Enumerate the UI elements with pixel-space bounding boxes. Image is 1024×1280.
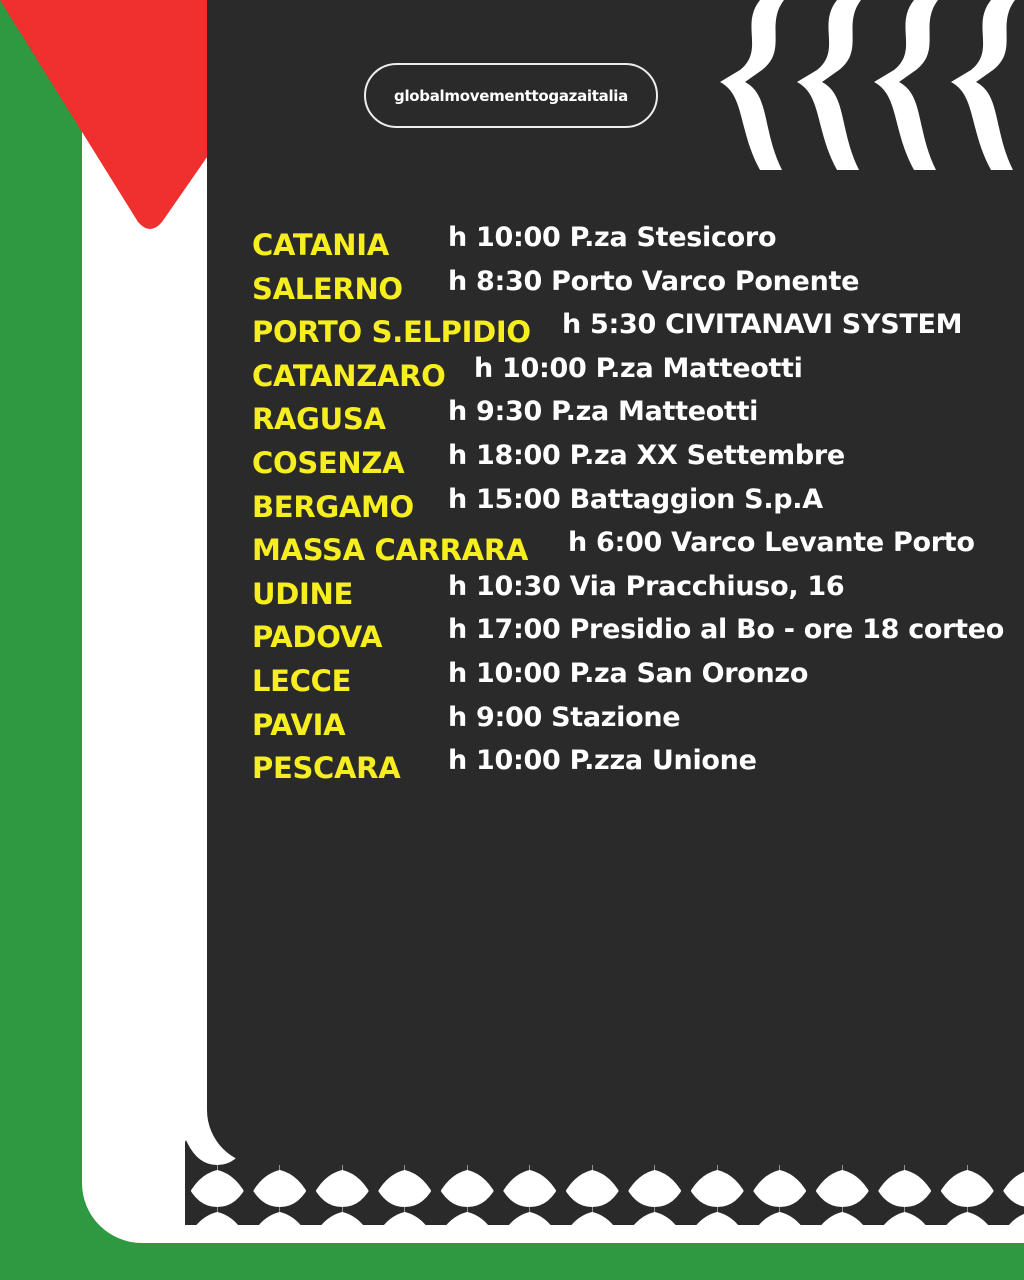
pattern-motif bbox=[967, 1182, 1024, 1225]
event-city: PAVIA bbox=[252, 707, 346, 742]
pattern-motif bbox=[405, 1140, 467, 1200]
wave-stripe bbox=[797, 0, 861, 170]
event-detail: h 8:30 Porto Varco Ponente bbox=[448, 265, 860, 297]
pattern-motif bbox=[530, 1182, 592, 1225]
event-detail: h 10:00 P.zza Unione bbox=[448, 745, 757, 777]
pattern-motif bbox=[655, 1182, 717, 1225]
pattern-motif bbox=[717, 1140, 780, 1200]
event-city: BERGAMO bbox=[252, 489, 414, 524]
event-city: CATANZARO bbox=[252, 358, 446, 393]
event-city: PORTO S.ELPIDIO bbox=[252, 315, 531, 350]
event-detail: h 10:00 P.za Matteotti bbox=[474, 352, 803, 384]
event-detail: h 18:00 P.za XX Settembre bbox=[448, 439, 845, 471]
wave-stripe bbox=[874, 0, 938, 170]
pattern-motif bbox=[467, 1182, 530, 1225]
event-city: MASSA CARRARA bbox=[252, 533, 529, 568]
pattern-motif bbox=[592, 1182, 655, 1225]
pattern-motif bbox=[342, 1140, 405, 1200]
event-city: PADOVA bbox=[252, 620, 383, 655]
event-detail: h 10:00 P.za Stesicoro bbox=[448, 222, 777, 253]
event-detail: h 6:00 Varco Levante Porto bbox=[568, 527, 975, 559]
pattern-motif bbox=[405, 1182, 467, 1225]
event-city: LECCE bbox=[252, 663, 352, 698]
wave-stripe bbox=[720, 0, 784, 170]
pattern-motif bbox=[592, 1140, 655, 1200]
event-city: COSENZA bbox=[252, 445, 405, 480]
pattern-motif bbox=[655, 1140, 717, 1200]
pattern-motif bbox=[280, 1140, 342, 1200]
pattern-motif bbox=[780, 1140, 842, 1200]
account-handle-badge: globalmovementtogazaitalia bbox=[364, 63, 658, 128]
keffiyeh-wave-decoration bbox=[720, 0, 1015, 170]
pattern-motif bbox=[530, 1140, 592, 1200]
event-detail: h 5:30 CIVITANAVI SYSTEM bbox=[562, 309, 963, 341]
pattern-motif bbox=[467, 1140, 530, 1200]
event-detail: h 17:00 Presidio al Bo - ore 18 corteo bbox=[448, 614, 1005, 646]
pattern-motif bbox=[217, 1182, 280, 1225]
pattern-motif bbox=[342, 1182, 405, 1225]
dark-panel bbox=[207, 0, 1024, 1165]
event-city: CATANIA bbox=[252, 228, 389, 262]
pattern-motif bbox=[280, 1182, 342, 1225]
event-city: SALERNO bbox=[252, 271, 403, 306]
pattern-motif bbox=[717, 1182, 780, 1225]
keffiyeh-pattern-border bbox=[185, 1140, 1024, 1225]
event-detail: h 10:30 Via Pracchiuso, 16 bbox=[448, 570, 845, 602]
pattern-motif bbox=[842, 1140, 905, 1200]
event-detail: h 15:00 Battaggion S.p.A bbox=[448, 483, 823, 515]
event-city: PESCARA bbox=[252, 751, 401, 786]
event-detail: h 9:30 P.za Matteotti bbox=[448, 396, 759, 428]
wave-stripe bbox=[951, 0, 1015, 170]
event-detail: h 9:00 Stazione bbox=[448, 701, 681, 733]
pattern-motif bbox=[185, 1182, 217, 1225]
pattern-motif bbox=[217, 1140, 280, 1200]
pattern-motif bbox=[780, 1182, 842, 1225]
event-city: UDINE bbox=[252, 576, 353, 611]
pattern-motif bbox=[842, 1182, 905, 1225]
pattern-motif bbox=[905, 1182, 967, 1225]
event-detail: h 10:00 P.za San Oronzo bbox=[448, 657, 809, 689]
pattern-motif bbox=[905, 1140, 967, 1200]
pattern-motif bbox=[967, 1140, 1024, 1200]
event-city: RAGUSA bbox=[252, 402, 386, 437]
pattern-motif bbox=[185, 1140, 217, 1200]
